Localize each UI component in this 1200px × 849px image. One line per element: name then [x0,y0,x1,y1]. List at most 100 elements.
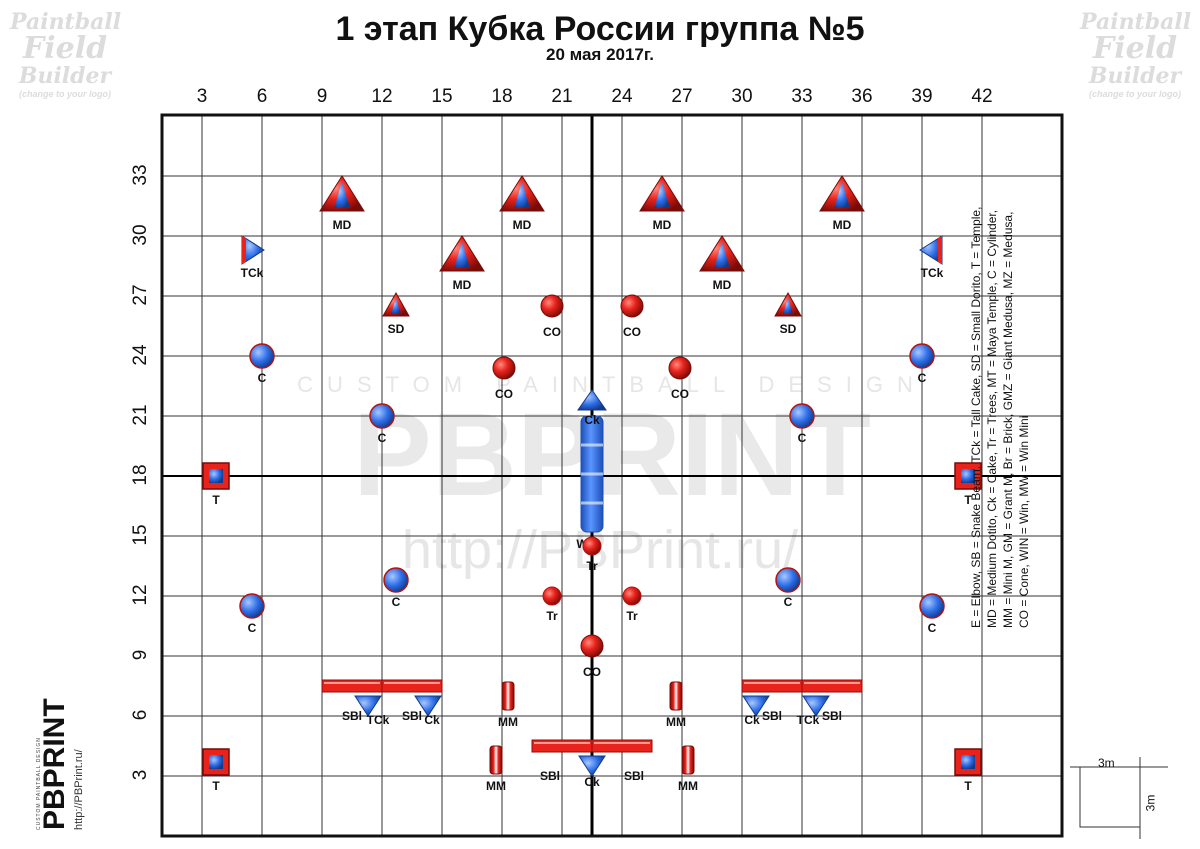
bunker-sd-core [783,298,793,314]
bunker-label: TCk [241,266,264,280]
snake-beam-bunker[interactable] [531,739,593,753]
watermark-line4: (change to your logo) [19,89,111,99]
page-title: 1 этап Кубка России группа №5 [335,10,865,48]
bunker-c[interactable] [789,403,815,429]
bunker-label: T [964,493,972,507]
bunker-label: Tr [586,559,598,573]
bunker-md-core [514,182,530,208]
bunker-label: C [918,371,927,385]
bunker-c[interactable] [239,593,265,619]
bunker-c[interactable] [369,403,395,429]
bunker-label: TCk [367,713,390,727]
bunker-co[interactable] [492,356,516,380]
x-tick-label: 36 [851,86,873,107]
bunker-label: C [784,595,793,609]
page-subtitle: 20 мая 2017г. [545,45,654,64]
bunker-co[interactable] [580,634,604,658]
bunker-label: Ck [584,413,600,427]
bunker-md-core [834,182,850,208]
bunker-t-core [961,469,975,483]
bunker-cake-under-beam[interactable] [742,695,770,717]
bunker-label: T [964,779,972,793]
bunker-cake-under-beam[interactable] [578,755,606,777]
bunker-t-core [961,755,975,769]
bunker-cake-under-beam[interactable] [354,695,382,717]
bunker-label: MM [486,779,506,793]
bunker-label: SD [780,322,797,336]
legend-line-2: MD = Medium Dotito, Ck = Cake, Tr = Tree… [985,209,999,628]
x-tick-label: 33 [791,86,813,107]
snake-beam-bunker[interactable] [801,679,863,693]
x-tick-label: 3 [196,86,208,107]
bunker-md-core [714,242,730,268]
snake-beam-bunker[interactable] [591,739,653,753]
bunker-tr[interactable] [582,536,602,556]
bunker-c[interactable] [383,567,409,593]
corner-watermark-right: Paintball Field Builder (change to your … [1080,10,1191,100]
snake-beam-bunker[interactable] [381,679,443,693]
brand-tagline: CUSTOM PAINTBALL DESIGN [36,737,42,830]
watermark-line4: (change to your logo) [1089,89,1181,99]
bunker-ck[interactable] [577,389,607,411]
bunker-label: Tr [626,609,638,623]
bunker-label: C [798,431,807,445]
watermark-line3: Builder [1088,63,1182,89]
x-tick-label: 39 [911,86,933,107]
bunker-label: MM [678,779,698,793]
x-tick-label: 6 [256,86,268,107]
watermark-line2: Field [1092,31,1178,66]
bunker-label: C [248,621,257,635]
bunker-co[interactable] [620,294,644,318]
x-tick-label: 30 [731,86,753,107]
bunker-label: SBl [762,709,782,723]
snake-beam-bunker[interactable] [741,679,803,693]
bunker-c[interactable] [919,593,945,619]
bunker-mm[interactable] [669,681,683,711]
bunker-layer: WINSBlSBlSBlSBlSBlSBlMDMDMDMDMDMDTCkTCkS… [202,175,982,793]
bunker-label: Tr [546,609,558,623]
brand-url: http://PBPrint.ru/ [73,748,85,830]
bunker-c[interactable] [249,343,275,369]
scale-indicator [1070,757,1168,839]
snake-beam-bunker[interactable] [321,679,383,693]
bunker-md-core [454,242,470,268]
bunker-t[interactable] [202,748,230,776]
bunker-c[interactable] [909,343,935,369]
bunker-tr[interactable] [542,586,562,606]
x-tick-label: 21 [551,86,573,107]
x-tick-label: 9 [316,86,328,107]
bunker-label: MD [333,218,352,232]
x-tick-label: 15 [431,86,453,107]
bunker-tr[interactable] [622,586,642,606]
brand-logo: PBPRINT CUSTOM PAINTBALL DESIGN http://P… [36,698,85,830]
legend-line-3: MM = Mini M, GM = Grant M, Br = Brick, G… [1001,211,1015,628]
bunker-mm[interactable] [501,681,515,711]
bunker-label: MM [498,715,518,729]
watermark-line3: Builder [18,63,112,89]
bunker-label: CO [623,325,641,339]
field-grid [160,113,1064,838]
bunker-label: Ck [584,775,600,789]
bunker-label: T [212,779,220,793]
bunker-sd-core [391,298,401,314]
bunker-cake-under-beam[interactable] [414,695,442,717]
bunker-mm[interactable] [681,745,695,775]
bunker-label: SBl [624,769,644,783]
bunker-mm[interactable] [489,745,503,775]
bunker-co[interactable] [668,356,692,380]
bunker-label: CO [671,387,689,401]
bunker-c[interactable] [775,567,801,593]
bunker-cake-under-beam[interactable] [802,695,830,717]
center-watermark: CUSTOM PAINTBALL DESIGN PBPRINT http://P… [297,372,913,580]
bunker-tck-edge [242,236,246,264]
bunker-label: SBl [822,709,842,723]
bunker-label: CO [495,387,513,401]
bunker-label: SBl [342,709,362,723]
bunker-label: C [378,431,387,445]
bunker-label: TCk [797,713,820,727]
bunker-label: MD [453,278,472,292]
bunker-co[interactable] [540,294,564,318]
bunker-label: SBl [402,709,422,723]
scale-width-label: 3m [1098,756,1115,770]
